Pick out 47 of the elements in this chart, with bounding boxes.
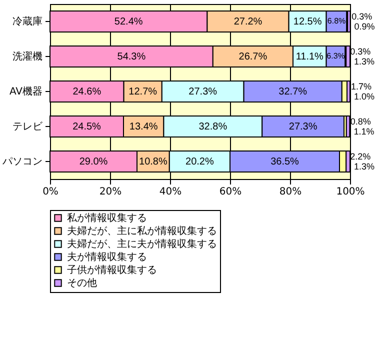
- data-label: 32.8%: [198, 122, 228, 132]
- x-tick-label: 40%: [159, 186, 182, 198]
- data-label: 29.0%: [79, 156, 108, 168]
- data-label: 10.8%: [139, 156, 168, 168]
- data-label: 1.7%: [351, 82, 372, 92]
- data-label: 24.5%: [72, 122, 102, 132]
- y-tick-label: 洗濯機: [12, 50, 42, 62]
- legend-label: 夫婦だが、主に夫が情報収集する: [67, 238, 217, 250]
- data-label: 27.3%: [188, 86, 218, 98]
- data-label: 12.5%: [293, 16, 322, 28]
- data-label: 1.0%: [354, 92, 375, 102]
- data-label: 0.9%: [354, 22, 375, 32]
- x-tick-label: 60%: [219, 186, 242, 198]
- y-tick-label: AV機器: [9, 86, 42, 98]
- legend-label: 夫婦だが、主に私が情報収集する: [67, 225, 217, 237]
- data-label: 27.3%: [288, 122, 318, 132]
- y-tick-label: 冷蔵庫: [12, 16, 42, 28]
- data-label: 1.3%: [354, 56, 375, 66]
- data-label: 6.3%: [326, 52, 345, 60]
- data-label: 6.8%: [327, 16, 346, 26]
- data-label: 1.1%: [354, 126, 374, 136]
- data-label: 52.4%: [114, 16, 143, 28]
- y-tick-label: パソコン: [2, 156, 42, 168]
- x-tick-label: 80%: [279, 186, 302, 198]
- data-label: 36.5%: [270, 156, 300, 168]
- data-label: 11.1%: [296, 52, 324, 62]
- x-tick-label: 0%: [42, 186, 58, 198]
- data-label: 12.7%: [128, 86, 158, 98]
- data-label: 26.7%: [238, 52, 268, 62]
- data-label: 27.2%: [234, 16, 262, 28]
- data-label: 0.8%: [350, 116, 371, 126]
- y-tick-label: テレビ: [12, 122, 44, 132]
- legend-label: 夫が情報収集する: [67, 251, 147, 263]
- data-label: 2.2%: [350, 152, 371, 162]
- data-label: 1.3%: [354, 162, 375, 172]
- data-label: 24.6%: [72, 86, 102, 98]
- legend-label: 私が情報収集する: [67, 212, 147, 224]
- x-tick-label: 100%: [336, 186, 365, 198]
- data-label: 54.3%: [117, 52, 146, 62]
- legend-label: その他: [67, 277, 97, 289]
- legend-label: 子供が情報収集する: [67, 264, 157, 276]
- data-label: 0.3%: [350, 46, 371, 56]
- data-label: 13.4%: [129, 122, 158, 132]
- data-label: 0.3%: [352, 12, 372, 22]
- data-label: 32.7%: [278, 86, 308, 98]
- x-tick-label: 20%: [99, 186, 122, 198]
- data-label: 20.2%: [186, 156, 214, 168]
